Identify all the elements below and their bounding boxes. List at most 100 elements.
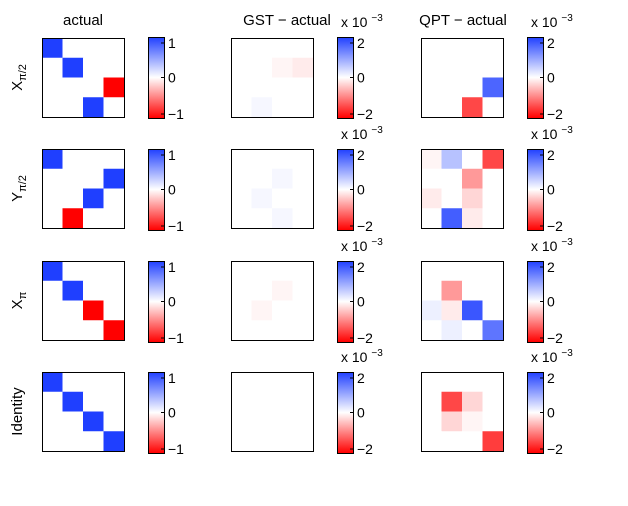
heatmap-cell: [441, 261, 463, 282]
colorbar-exponent: −3: [371, 237, 383, 248]
heatmap-cell: [482, 57, 504, 78]
heatmap-cell: [441, 411, 463, 432]
heatmap-cell: [462, 261, 483, 282]
heatmap-cell: [272, 431, 293, 452]
heatmap-cell: [441, 188, 463, 209]
heatmap-cell: [103, 57, 125, 78]
colorbar-tick-label: 2: [547, 35, 555, 51]
heatmap-cell: [103, 411, 125, 432]
heatmap-cell: [231, 431, 252, 452]
heatmap-cell: [231, 57, 252, 78]
colorbar-tick-label: −2: [357, 441, 373, 457]
colorbar: [337, 37, 353, 118]
heatmap-cell: [83, 320, 104, 341]
heatmap-cell: [441, 149, 463, 170]
heatmap-cell: [62, 149, 84, 170]
heatmap-frame: [421, 372, 504, 452]
colorbar-frame: [148, 261, 165, 343]
colorbar-exponent: −3: [561, 125, 573, 136]
heatmap-cell: [482, 320, 504, 341]
heatmap-cell: [272, 411, 293, 432]
heatmap-cell: [103, 280, 125, 301]
colorbar-frame: [337, 372, 354, 454]
heatmap-cell: [231, 208, 252, 229]
colorbar-tick-label: 0: [547, 294, 555, 310]
heatmap-cell: [292, 208, 314, 229]
colorbar: [148, 149, 164, 230]
heatmap-cell: [231, 411, 252, 432]
heatmap-cell: [292, 391, 314, 412]
heatmap-cell: [272, 57, 293, 78]
heatmap-cell: [83, 57, 104, 78]
heatmap-cell: [62, 431, 84, 452]
heatmap-cell: [482, 372, 504, 393]
heatmap-cell: [482, 280, 504, 301]
heatmap-cell: [62, 280, 84, 301]
heatmap-cell: [292, 168, 314, 189]
colorbar-frame: [527, 261, 544, 343]
colorbar-multiplier: x 10 −3: [531, 348, 573, 365]
heatmap-cell: [251, 149, 273, 170]
heatmap-cell: [292, 280, 314, 301]
heatmap-cell: [103, 149, 125, 170]
heatmap-cell: [482, 391, 504, 412]
heatmap-cell: [62, 57, 84, 78]
colorbar-tick-label: 1: [168, 370, 176, 386]
column-title-2: GST − actual: [243, 12, 331, 29]
heatmap-cell: [231, 77, 252, 98]
heatmap-cell: [421, 391, 442, 412]
colorbar-tick-label: −1: [168, 106, 184, 122]
heatmap-cell: [421, 261, 442, 282]
heatmap-cell: [482, 300, 504, 321]
heatmap-cell: [103, 97, 125, 118]
row-label-2: Yπ/2: [9, 175, 29, 202]
heatmap-cell: [103, 391, 125, 412]
colorbar-tick-label: 1: [168, 147, 176, 163]
colorbar-tick-label: −1: [168, 441, 184, 457]
heatmap-cell: [83, 97, 104, 118]
heatmap-cell: [292, 411, 314, 432]
heatmap-cell: [251, 320, 273, 341]
heatmap-cell: [292, 97, 314, 118]
heatmap-cell: [462, 320, 483, 341]
heatmap-cell: [272, 261, 293, 282]
heatmap-frame: [421, 261, 504, 341]
heatmap-cell: [421, 57, 442, 78]
colorbar-exponent: −3: [561, 237, 573, 248]
row-label-subscript: π/2: [17, 64, 29, 81]
row-label-3: Xπ: [9, 291, 29, 309]
heatmap-cell: [83, 431, 104, 452]
heatmap-cell: [251, 280, 273, 301]
colorbar-tick-label: −1: [168, 218, 184, 234]
heatmap-cell: [231, 300, 252, 321]
colorbar-frame: [148, 37, 165, 119]
colorbar-tick-label: 2: [357, 147, 365, 163]
heatmap-cell: [421, 97, 442, 118]
heatmap-cell: [462, 149, 483, 170]
heatmap-cell: [231, 168, 252, 189]
heatmap-frame: [421, 38, 504, 118]
heatmap-cell: [441, 57, 463, 78]
heatmap-cell: [272, 97, 293, 118]
heatmap-cell: [292, 431, 314, 452]
heatmap-cell: [251, 38, 273, 59]
heatmap-cell: [272, 188, 293, 209]
colorbar-tick-label: −2: [547, 106, 563, 122]
heatmap-cell: [231, 372, 252, 393]
colorbar-tick-label: 0: [168, 294, 176, 310]
colorbar-tick-label: 0: [547, 405, 555, 421]
heatmap-cell: [441, 38, 463, 59]
heatmap-cell: [42, 320, 63, 341]
heatmap-cell: [103, 431, 125, 452]
colorbar-frame: [148, 149, 165, 231]
heatmap-cell: [421, 168, 442, 189]
heatmap-cell: [462, 38, 483, 59]
heatmap-frame: [42, 38, 125, 118]
heatmap-cell: [482, 208, 504, 229]
heatmap-cell: [251, 97, 273, 118]
heatmap-cell: [251, 411, 273, 432]
heatmap-cell: [103, 300, 125, 321]
heatmap-cell: [441, 168, 463, 189]
heatmap-cell: [441, 300, 463, 321]
heatmap-cell: [251, 57, 273, 78]
